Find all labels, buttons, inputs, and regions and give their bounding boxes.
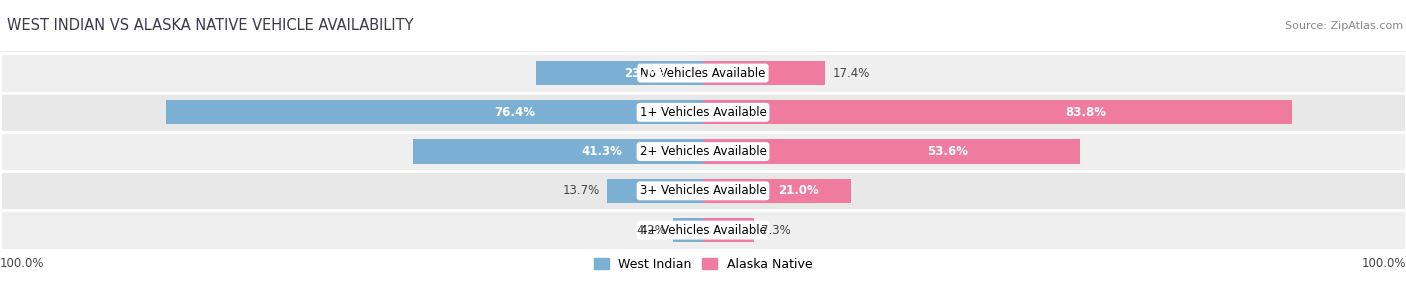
Text: 76.4%: 76.4%	[495, 106, 536, 119]
Text: 7.3%: 7.3%	[762, 224, 792, 237]
Bar	[166, 100, 703, 124]
Text: 53.6%: 53.6%	[928, 145, 969, 158]
Bar	[703, 139, 1080, 164]
Text: No Vehicles Available: No Vehicles Available	[640, 67, 766, 80]
Bar	[703, 61, 825, 85]
Bar	[0, 132, 1406, 171]
Text: 83.8%: 83.8%	[1066, 106, 1107, 119]
Bar	[673, 218, 703, 242]
Text: 21.0%: 21.0%	[779, 184, 820, 197]
Bar	[0, 171, 1406, 210]
Text: Source: ZipAtlas.com: Source: ZipAtlas.com	[1285, 21, 1403, 31]
Bar	[703, 218, 754, 242]
Bar	[537, 61, 703, 85]
Bar	[0, 93, 1406, 132]
Text: 41.3%: 41.3%	[581, 145, 621, 158]
Bar	[703, 179, 851, 203]
Text: 2+ Vehicles Available: 2+ Vehicles Available	[640, 145, 766, 158]
Bar	[413, 139, 703, 164]
Text: 1+ Vehicles Available: 1+ Vehicles Available	[640, 106, 766, 119]
Bar	[0, 53, 1406, 93]
Text: 4.2%: 4.2%	[637, 224, 666, 237]
Text: 13.7%: 13.7%	[562, 184, 599, 197]
Legend: West Indian, Alaska Native: West Indian, Alaska Native	[593, 258, 813, 271]
Text: 4+ Vehicles Available: 4+ Vehicles Available	[640, 224, 766, 237]
Bar	[607, 179, 703, 203]
Bar	[703, 100, 1292, 124]
Text: 17.4%: 17.4%	[832, 67, 870, 80]
Bar	[0, 210, 1406, 250]
Text: 100.0%: 100.0%	[0, 257, 45, 270]
Text: WEST INDIAN VS ALASKA NATIVE VEHICLE AVAILABILITY: WEST INDIAN VS ALASKA NATIVE VEHICLE AVA…	[7, 18, 413, 33]
Text: 100.0%: 100.0%	[1361, 257, 1406, 270]
Text: 3+ Vehicles Available: 3+ Vehicles Available	[640, 184, 766, 197]
Text: 23.7%: 23.7%	[624, 67, 665, 80]
